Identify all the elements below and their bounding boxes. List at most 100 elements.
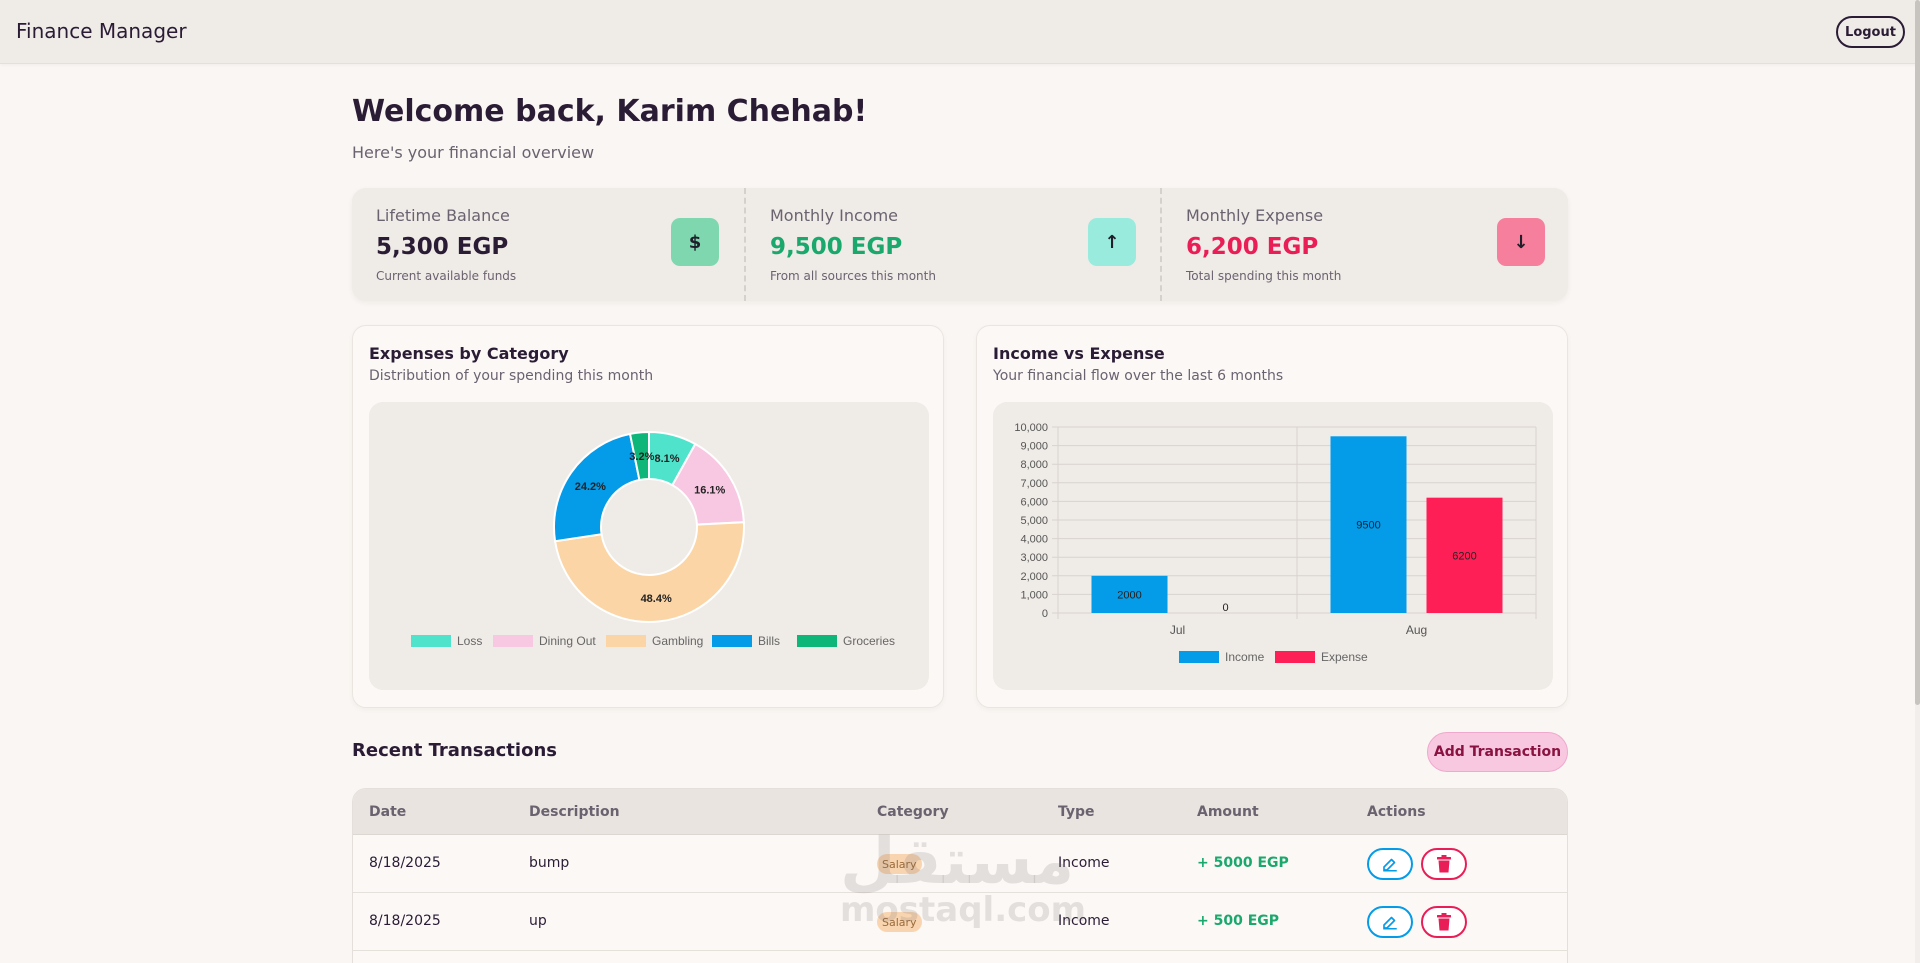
legend-swatch-expense	[1275, 651, 1315, 663]
cell-date: 8/18/2025	[369, 913, 441, 929]
recent-transactions-title: Recent Transactions	[352, 740, 557, 761]
y-tick-label: 1,000	[1020, 589, 1048, 601]
legend-label: Groceries	[843, 634, 895, 648]
stats-panel: Lifetime Balance 5,300 EGP Current avail…	[352, 188, 1568, 301]
legend-label: Expense	[1321, 650, 1368, 664]
add-transaction-button[interactable]: Add Transaction	[1427, 732, 1568, 772]
doughnut-slice-bills	[553, 432, 641, 543]
table-header: Date Description Category Type Amount Ac…	[353, 789, 1567, 835]
legend-swatch-bills	[712, 635, 752, 647]
column-header[interactable]: Amount	[1197, 804, 1259, 820]
arrow-up-icon: ↑	[1088, 218, 1136, 266]
top-navbar: Finance Manager Logout	[0, 0, 1920, 64]
doughnut-chart[interactable]: 8.1% 16.1% 48.4% 24.2% 3.2% Loss Dining Out Gam…	[369, 402, 929, 690]
trash-icon	[1437, 913, 1451, 931]
x-tick-label: Jul	[1170, 623, 1185, 637]
transactions-table: Date Description Category Type Amount Ac…	[352, 788, 1568, 963]
stat-monthly-expense: Monthly Expense 6,200 EGP Total spending…	[1160, 188, 1565, 301]
legend-label: Dining Out	[539, 634, 596, 648]
income-vs-expense-card: Income vs Expense Your financial flow ov…	[976, 325, 1568, 708]
cell-type: Income	[1058, 913, 1110, 929]
y-tick-label: 0	[1042, 608, 1048, 620]
bar-income-aug	[1330, 436, 1407, 613]
stat-note: From all sources this month	[770, 269, 936, 283]
trash-icon	[1437, 855, 1451, 873]
delete-button[interactable]	[1421, 906, 1467, 938]
doughnut-chart-container: 8.1% 16.1% 48.4% 24.2% 3.2% Loss Dining Out Gam…	[369, 402, 929, 690]
edit-icon	[1383, 916, 1397, 930]
column-header[interactable]: Date	[369, 804, 407, 820]
legend-swatch-loss	[411, 635, 451, 647]
bar-chart-container: 0 1,000 2,000 3,000 4,000 5,000 6,000 7,000 8,00…	[993, 402, 1553, 690]
cell-type: Income	[1058, 855, 1110, 871]
slice-percent-label: 24.2%	[575, 481, 606, 493]
y-tick-label: 8,000	[1020, 459, 1048, 471]
stat-lifetime-balance: Lifetime Balance 5,300 EGP Current avail…	[352, 188, 757, 301]
expenses-by-category-card: Expenses by Category Distribution of you…	[352, 325, 944, 708]
legend-swatch-dining-out	[493, 635, 533, 647]
y-tick-label: 3,000	[1020, 552, 1048, 564]
welcome-subtitle: Here's your financial overview	[352, 143, 595, 162]
x-tick-label: Aug	[1406, 623, 1427, 637]
stat-value: 9,500 EGP	[770, 234, 903, 260]
cell-amount: + 500 EGP	[1197, 913, 1280, 929]
dollar-icon: $	[671, 218, 719, 266]
y-tick-label: 6,000	[1020, 496, 1048, 508]
y-tick-label: 10,000	[1014, 422, 1048, 434]
slice-percent-label: 16.1%	[694, 484, 725, 496]
doughnut-slice-groceries	[628, 430, 650, 482]
bar-expense-aug	[1426, 497, 1503, 613]
table-row: 8/18/2025 bump Salary Income + 5000 EGP	[353, 835, 1567, 893]
slice-percent-label: 3.2%	[629, 451, 654, 463]
cell-amount: + 5000 EGP	[1197, 855, 1289, 871]
cell-date: 8/18/2025	[369, 855, 441, 871]
bar-chart[interactable]: 0 1,000 2,000 3,000 4,000 5,000 6,000 7,000 8,00…	[993, 402, 1553, 690]
cell-description: bump	[529, 855, 570, 871]
card-title: Income vs Expense	[993, 344, 1165, 363]
logout-button[interactable]: Logout	[1836, 16, 1905, 48]
card-title: Expenses by Category	[369, 344, 569, 363]
delete-button[interactable]	[1421, 848, 1467, 880]
legend-label: Gambling	[652, 634, 703, 648]
column-header[interactable]: Description	[529, 804, 620, 820]
legend-label: Loss	[457, 634, 482, 648]
stat-label: Lifetime Balance	[376, 206, 510, 225]
bar-value-label: 2000	[1117, 589, 1141, 601]
stat-note: Current available funds	[376, 269, 517, 283]
bar-value-label: 0	[1222, 602, 1228, 614]
slice-percent-label: 8.1%	[654, 453, 679, 465]
app-title[interactable]: Finance Manager	[16, 19, 187, 43]
edit-button[interactable]	[1367, 906, 1413, 938]
category-badge: Salary	[877, 854, 922, 874]
cell-description: up	[529, 913, 547, 929]
legend-swatch-groceries	[797, 635, 837, 647]
column-header[interactable]: Type	[1058, 804, 1095, 820]
category-badge: Salary	[877, 912, 922, 932]
arrow-down-icon: ↓	[1497, 218, 1545, 266]
legend-swatch-gambling	[606, 635, 646, 647]
y-tick-label: 4,000	[1020, 534, 1048, 546]
stat-value: 5,300 EGP	[376, 234, 509, 260]
edit-icon	[1383, 858, 1397, 872]
doughnut-slice-gambling	[553, 521, 745, 623]
column-header: Actions	[1367, 804, 1426, 820]
card-subtitle: Distribution of your spending this month	[369, 368, 654, 384]
table-row: 8/18/2025 up Salary Income + 500 EGP	[353, 893, 1567, 951]
bar-value-label: 6200	[1452, 550, 1476, 562]
card-subtitle: Your financial flow over the last 6 mont…	[993, 368, 1284, 384]
scrollbar-thumb[interactable]	[1915, 0, 1920, 705]
y-tick-label: 9,000	[1020, 441, 1048, 453]
column-header[interactable]: Category	[877, 804, 949, 820]
slice-percent-label: 48.4%	[641, 593, 672, 605]
legend-label: Bills	[758, 634, 780, 648]
legend-label: Income	[1225, 650, 1265, 664]
stat-label: Monthly Income	[770, 206, 899, 225]
edit-button[interactable]	[1367, 848, 1413, 880]
y-tick-label: 5,000	[1020, 515, 1048, 527]
welcome-heading: Welcome back, Karim Chehab!	[352, 94, 868, 129]
legend-swatch-income	[1179, 651, 1219, 663]
stat-monthly-income: Monthly Income 9,500 EGP From all source…	[744, 188, 1149, 301]
y-tick-label: 7,000	[1020, 478, 1048, 490]
stat-label: Monthly Expense	[1186, 206, 1324, 225]
bar-value-label: 9500	[1356, 520, 1380, 532]
